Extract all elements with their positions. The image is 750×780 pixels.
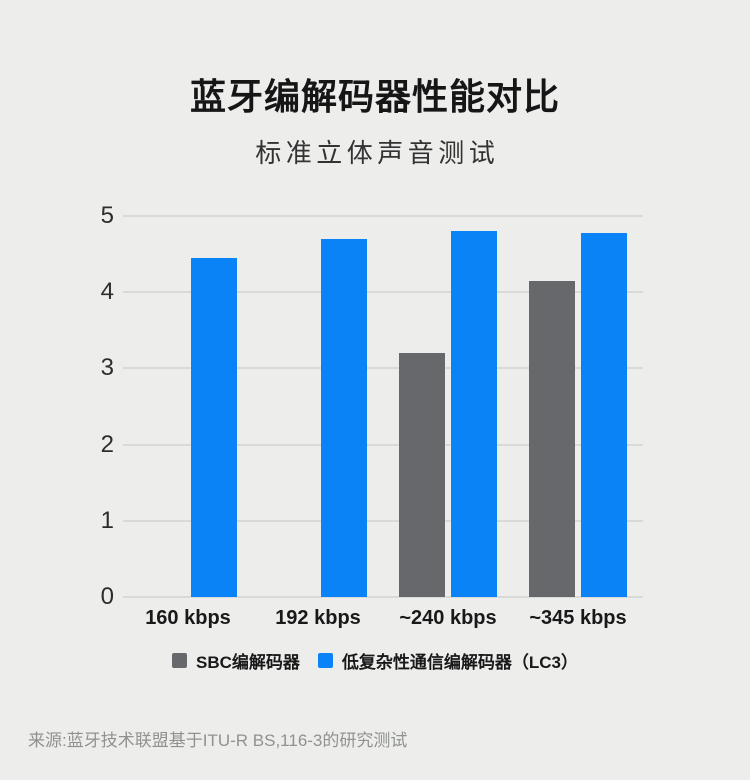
gridline-2	[123, 443, 643, 446]
x-axis-label-345-kbps: ~345 kbps	[529, 607, 627, 629]
bar-sbc-240-kbps	[399, 353, 445, 597]
gridline-4	[123, 291, 643, 294]
source-note: 来源:蓝牙技术联盟基于ITU-R BS,116-3的研究测试	[28, 731, 408, 750]
bar-lc3-160-kbps	[191, 257, 237, 597]
y-axis-tick-5: 5	[100, 202, 114, 229]
legend-label-sbc: SBC编解码器	[195, 653, 300, 672]
y-axis-tick-4: 4	[100, 278, 114, 306]
chart-title: 蓝牙编解码器性能对比	[189, 76, 560, 117]
y-axis-tick-0: 0	[100, 583, 114, 610]
y-axis-tick-3: 3	[100, 354, 114, 382]
legend-item-lc3: 低复杂性通信编解码器（LC3）	[317, 648, 579, 673]
legend-label-lc3: 低复杂性通信编解码器（LC3）	[341, 653, 579, 672]
gridline-3	[123, 367, 643, 370]
bar-lc3-345-kbps	[581, 232, 627, 597]
x-axis-label-240-kbps: ~240 kbps	[399, 607, 497, 629]
gridline-0	[123, 596, 643, 598]
y-axis-tick-1: 1	[100, 506, 114, 534]
bar-lc3-240-kbps	[451, 231, 497, 597]
gridline-5	[123, 215, 643, 217]
gridline-1	[123, 519, 643, 522]
legend-swatch-icon	[317, 653, 333, 668]
chart-legend: SBC编解码器 低复杂性通信编解码器（LC3）	[0, 648, 750, 673]
legend-swatch-icon	[171, 653, 187, 668]
chart-subtitle: 标准立体声音测试	[255, 138, 500, 168]
bar-sbc-345-kbps	[529, 280, 575, 597]
x-axis-label-160-kbps: 160 kbps	[145, 607, 231, 629]
y-axis-tick-2: 2	[100, 430, 114, 458]
x-axis-label-192-kbps: 192 kbps	[275, 607, 361, 629]
bar-lc3-192-kbps	[321, 238, 367, 597]
legend-item-sbc: SBC编解码器	[171, 648, 300, 673]
